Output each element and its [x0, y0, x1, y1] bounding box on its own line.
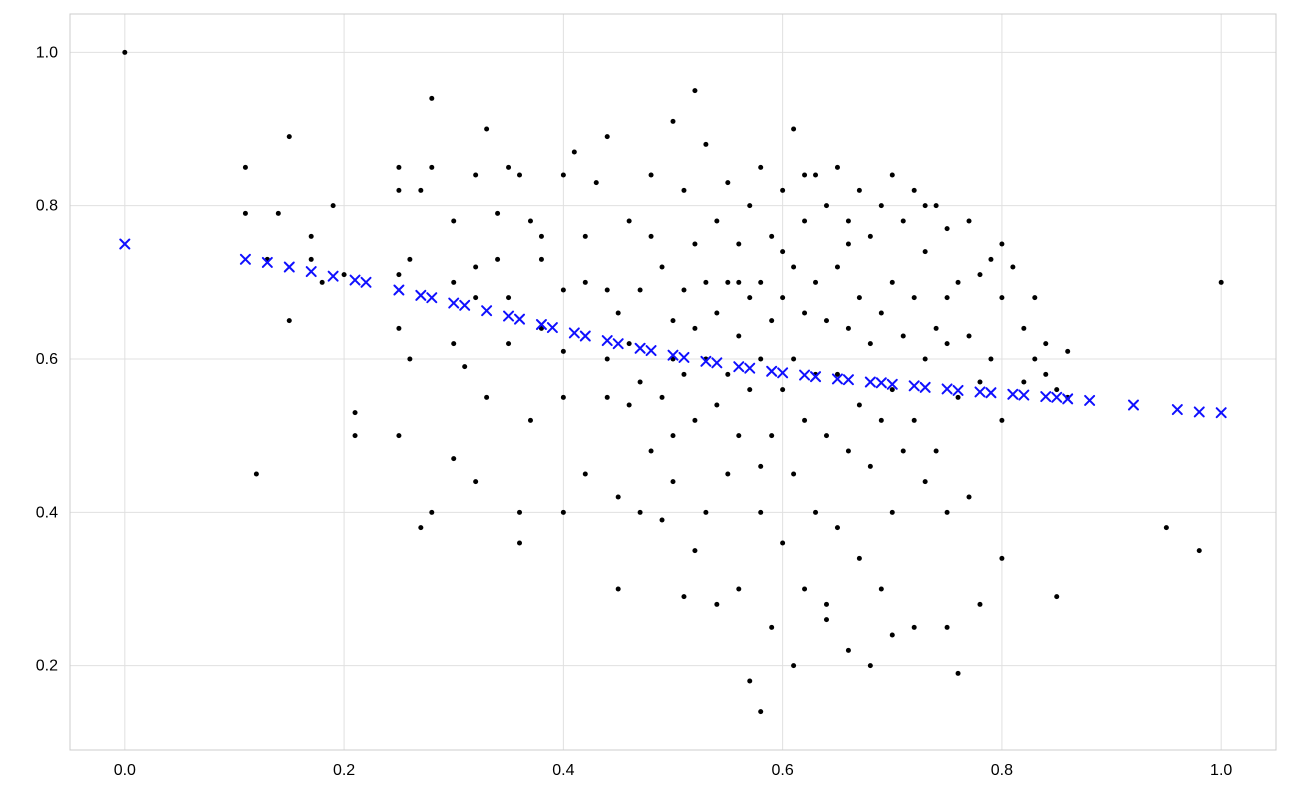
- x-tick-label: 0.6: [772, 762, 794, 779]
- y-tick-label: 0.8: [36, 198, 58, 215]
- y-tick-label: 0.4: [36, 504, 58, 521]
- y-tick-label: 0.6: [36, 351, 58, 368]
- x-tick-label: 0.2: [333, 762, 355, 779]
- x-tick-label: 0.8: [991, 762, 1013, 779]
- x-tick-label: 0.0: [114, 762, 136, 779]
- y-tick-label: 1.0: [36, 44, 58, 61]
- scatter-chart: 0.0 0.2 0.4 0.6 0.8 1.0 0.2 0.4 0.6 0.8 1.0: [0, 0, 1290, 800]
- x-tick-label: 0.4: [552, 762, 574, 779]
- y-tick-label: 0.2: [36, 658, 58, 675]
- chart-svg: 0.0 0.2 0.4 0.6 0.8 1.0 0.2 0.4 0.6 0.8 1.0: [0, 0, 1290, 800]
- x-tick-label: 1.0: [1210, 762, 1232, 779]
